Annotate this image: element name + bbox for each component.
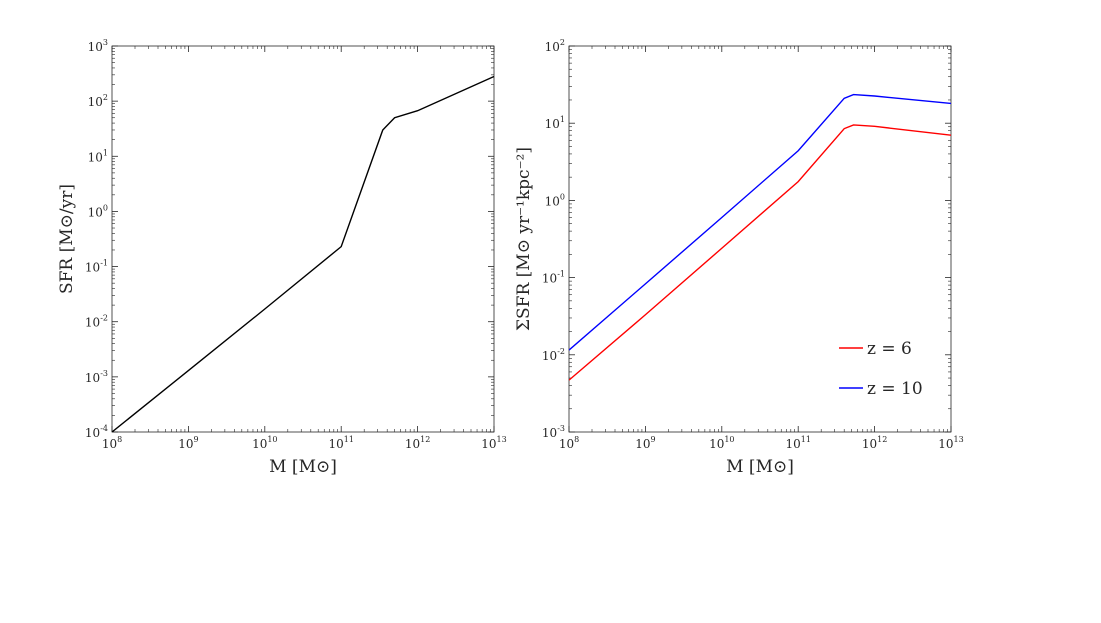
y-tick-label: 10-1	[85, 259, 108, 275]
x-axis-label: M [M⊙]	[269, 457, 337, 477]
series-line-0	[112, 75, 494, 432]
x-tick-label: 1011	[328, 435, 353, 451]
y-tick-label: 10-2	[85, 314, 108, 330]
x-tick-label: 1013	[481, 435, 506, 451]
x-axis-label: M [M⊙]	[726, 457, 794, 477]
plot-frame	[568, 45, 952, 433]
x-tick-label: 1012	[405, 435, 430, 451]
y-tick-label: 100	[88, 203, 108, 219]
plot-frame	[111, 45, 495, 433]
y-tick-label: 102	[545, 38, 565, 54]
legend-label: z = 6	[867, 339, 912, 359]
x-tick-label: 108	[102, 435, 122, 451]
x-tick-label: 1010	[709, 435, 734, 451]
y-tick-label: 101	[545, 115, 565, 131]
x-tick-label: 108	[559, 435, 579, 451]
x-tick-label: 1010	[252, 435, 277, 451]
y-tick-label: 102	[88, 93, 108, 109]
y-tick-label: 10-3	[542, 424, 565, 440]
left-panel-sfr: 108 109 1010 1011 1012 1013 10-4 10-3 10-2 10-1 10…	[57, 38, 507, 477]
legend-label: z = 10	[867, 379, 923, 399]
x-tick-label: 109	[635, 435, 655, 451]
x-tick-label: 1012	[862, 435, 887, 451]
series-line-z-10	[569, 93, 951, 351]
y-axis-label: ΣSFR [M⊙ yr⁻¹kpc⁻²]	[514, 147, 534, 331]
x-tick-label: 1013	[938, 435, 963, 451]
right-panel-sigma-sfr: 108 109 1010 1011 1012 1013 10-3 10-2 10-1 100 101…	[514, 38, 964, 477]
y-tick-label: 101	[88, 148, 108, 164]
y-tick-label: 103	[88, 38, 108, 54]
y-tick-label: 10-1	[542, 270, 565, 286]
y-tick-label: 10-4	[85, 424, 108, 440]
x-tick-label: 109	[178, 435, 198, 451]
y-tick-label: 100	[545, 192, 565, 208]
y-axis-label: SFR [M⊙/yr]	[57, 184, 77, 294]
y-tick-label: 10-3	[85, 369, 108, 385]
y-tick-label: 10-2	[542, 347, 565, 363]
x-tick-label: 1011	[785, 435, 810, 451]
series-line-z-6	[569, 124, 951, 381]
